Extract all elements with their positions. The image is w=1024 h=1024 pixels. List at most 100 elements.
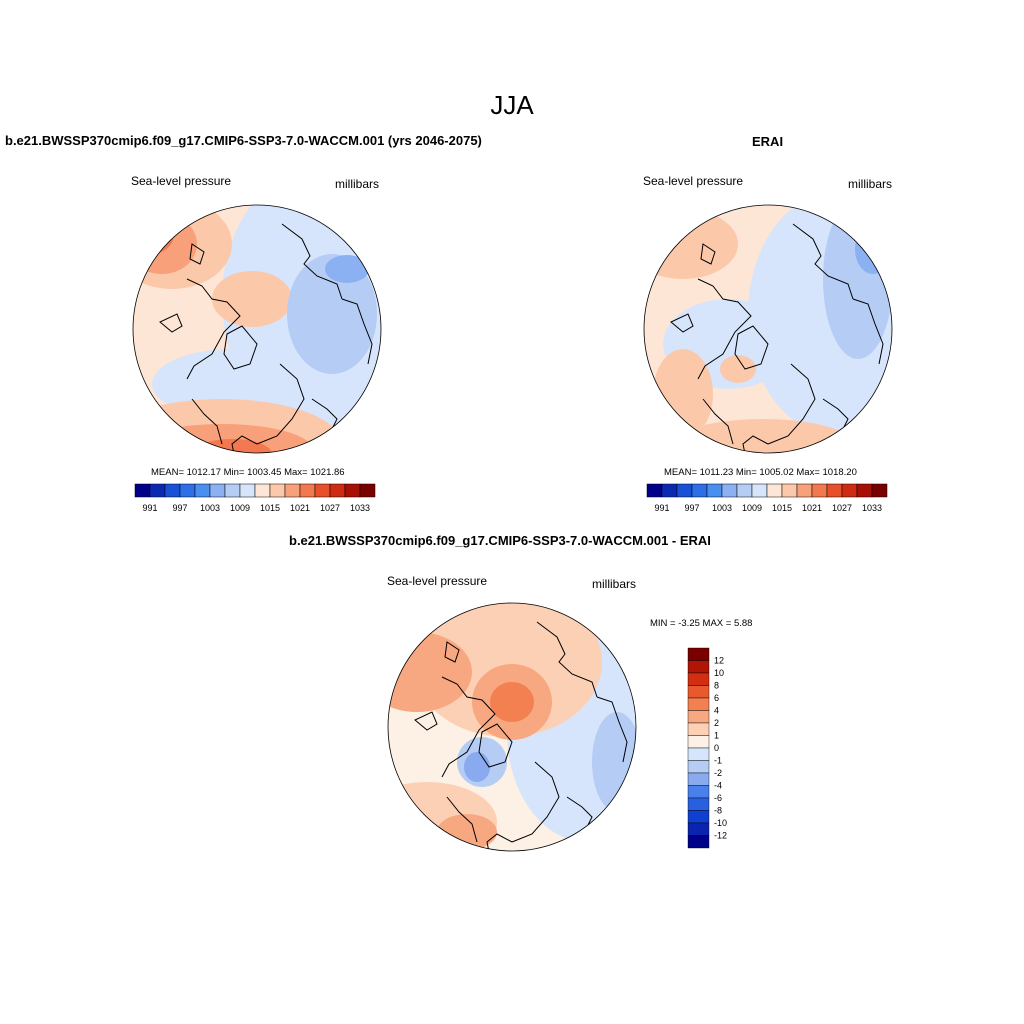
colorbar-box — [736, 483, 753, 498]
pressure-contour-region — [412, 603, 602, 737]
colorbar-box — [254, 483, 271, 498]
pressure-field — [644, 205, 892, 453]
coastline — [256, 363, 305, 445]
coastline — [441, 676, 496, 778]
colorbar-tick-label: 6 — [714, 693, 719, 703]
pressure-contour-region — [212, 271, 292, 327]
colorbar-box — [781, 483, 798, 498]
colorbar-box — [359, 483, 376, 498]
colorbar-tick-label: 997 — [684, 503, 699, 513]
panel-3-map — [387, 602, 637, 852]
colorbar-box — [751, 483, 768, 498]
colorbar-box — [687, 660, 710, 674]
colorbar-box — [299, 483, 316, 498]
colorbar-tick-label: -6 — [714, 793, 722, 803]
colorbar-box — [766, 483, 783, 498]
pressure-field — [133, 205, 381, 453]
pressure-contour-region — [133, 214, 197, 274]
coastline — [191, 398, 223, 445]
colorbar-tick-label: 991 — [142, 503, 157, 513]
coastline — [767, 363, 816, 445]
colorbar-box — [706, 483, 723, 498]
pressure-contour-region — [133, 214, 174, 254]
colorbar-box — [687, 722, 710, 736]
pressure-contour-region — [855, 224, 891, 274]
colorbar-box — [841, 483, 858, 498]
panel-2-title: ERAI — [752, 134, 784, 149]
colorbar-tick-label: -10 — [714, 818, 727, 828]
panel-1-stats: MEAN= 1012.17 Min= 1003.45 Max= 1021.86 — [151, 467, 345, 478]
pressure-contour-region — [490, 682, 534, 722]
figure-title: JJA — [490, 90, 534, 120]
pressure-contour-region — [644, 209, 738, 279]
coastline — [478, 723, 513, 768]
colorbar-tick-label: 1021 — [802, 503, 822, 513]
colorbar-tick-label: -1 — [714, 756, 722, 766]
colorbar-box — [676, 483, 693, 498]
colorbar-tick-label: 1027 — [832, 503, 852, 513]
coastline — [341, 298, 373, 365]
colorbar-tick-label: 1009 — [742, 503, 762, 513]
panel-2-map — [643, 204, 893, 454]
coastline — [281, 223, 343, 300]
colorbar-box — [687, 760, 710, 774]
coastline — [792, 223, 854, 300]
colorbar-tick-label: 10 — [714, 668, 724, 678]
colorbar-tick-label: -8 — [714, 806, 722, 816]
coastline — [536, 621, 598, 698]
colorbar-box — [344, 483, 361, 498]
panel-1-title: b.e21.BWSSP370cmip6.f09_g17.CMIP6-SSP3-7… — [5, 133, 482, 148]
colorbar-tick-label: 8 — [714, 681, 719, 691]
panel-3-title: b.e21.BWSSP370cmip6.f09_g17.CMIP6-SSP3-7… — [289, 533, 711, 548]
colorbar-box — [661, 483, 678, 498]
panel-2-colorbar: 991 997 1003 1009 1015 1021 1027 1033 — [646, 483, 888, 513]
panel-1-variable: Sea-level pressure — [131, 174, 232, 188]
coastline — [742, 435, 769, 453]
colorbar-box — [871, 483, 888, 498]
pressure-contour-region — [592, 712, 636, 812]
coastline — [702, 398, 734, 445]
coastline — [223, 325, 258, 370]
panel-2-variable: Sea-level pressure — [643, 174, 744, 188]
colorbar-box — [224, 483, 241, 498]
colorbar-box — [284, 483, 301, 498]
colorbar-box — [811, 483, 828, 498]
colorbar-box — [687, 747, 710, 761]
coastline — [311, 398, 338, 430]
map-boundary — [132, 204, 382, 454]
colorbar-box — [209, 483, 226, 498]
coastline — [511, 761, 560, 843]
coastline — [670, 313, 694, 333]
colorbar-box — [687, 647, 710, 661]
colorbar-tick-label: 991 — [654, 503, 669, 513]
coastline — [697, 278, 752, 380]
colorbar-tick-label: 1033 — [862, 503, 882, 513]
colorbar-box — [721, 483, 738, 498]
coastline — [189, 243, 205, 265]
colorbar-box — [239, 483, 256, 498]
panel-1-colorbar: 991 997 1003 1009 1015 1021 1027 1033 — [134, 483, 376, 513]
pressure-contour-region — [720, 355, 756, 383]
coastline — [596, 696, 628, 763]
panel-1-map — [132, 204, 382, 454]
colorbar-tick-label: 1003 — [200, 503, 220, 513]
panel-1-units: millibars — [335, 177, 380, 191]
colorbar-box — [687, 672, 710, 686]
coastline — [414, 711, 438, 731]
colorbar-box — [687, 772, 710, 786]
colorbar-box — [687, 710, 710, 724]
colorbar-box — [687, 822, 710, 836]
coastline — [486, 833, 513, 851]
coastline — [852, 298, 884, 365]
colorbar-box — [134, 483, 151, 498]
panel-2-units: millibars — [848, 177, 893, 191]
colorbar-box — [179, 483, 196, 498]
colorbar-tick-label: 12 — [714, 656, 724, 666]
colorbar-box — [687, 697, 710, 711]
panel-3-units: millibars — [592, 577, 637, 591]
colorbar-tick-label: 1033 — [350, 503, 370, 513]
colorbar-box — [796, 483, 813, 498]
pressure-contour-region — [325, 255, 369, 283]
coastline — [446, 796, 478, 843]
